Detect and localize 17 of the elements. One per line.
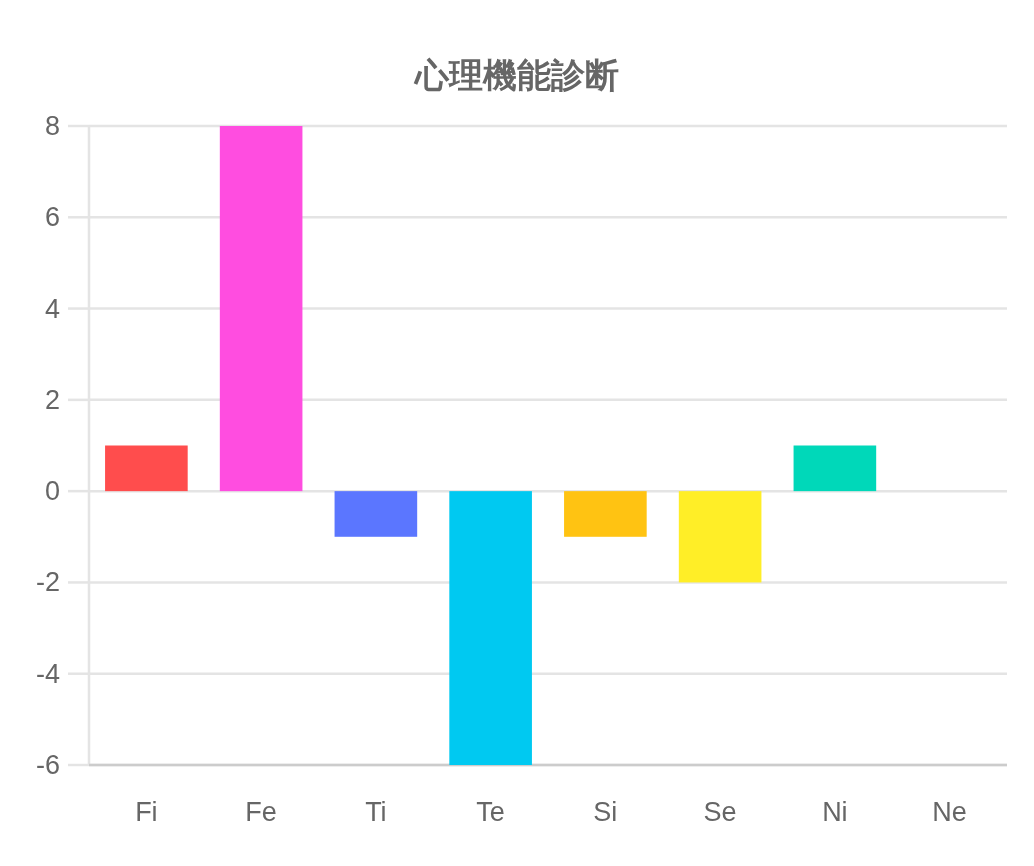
chart-title: 心理機能診断 — [413, 56, 619, 94]
y-tick-label: 4 — [44, 293, 60, 324]
x-tick-label: Fe — [245, 797, 277, 827]
y-tick-label: 2 — [44, 384, 60, 415]
x-tick-label: Te — [476, 797, 505, 827]
x-tick-label: Ni — [822, 797, 848, 827]
x-tick-label: Se — [703, 797, 737, 827]
x-tick-label: Fi — [135, 797, 158, 827]
y-tick-label: 0 — [44, 476, 60, 507]
y-tick-label: -2 — [35, 567, 60, 598]
y-tick-label: -6 — [35, 750, 60, 780]
y-tick-label: 6 — [44, 202, 60, 233]
x-tick-label: Si — [593, 797, 618, 827]
x-tick-label: Ne — [932, 797, 967, 827]
y-tick-label: 8 — [44, 111, 60, 141]
y-tick-label: -4 — [35, 658, 60, 689]
x-tick-label: Ti — [365, 797, 387, 827]
